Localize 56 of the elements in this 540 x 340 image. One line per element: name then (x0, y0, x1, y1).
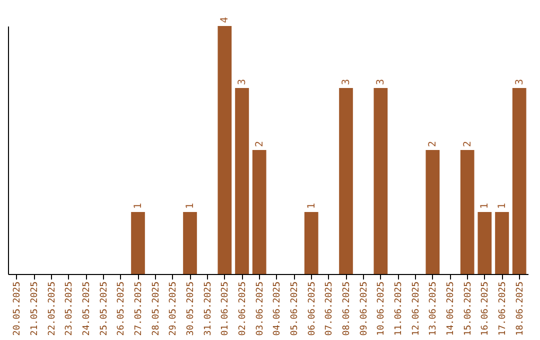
data-label: 1 (480, 202, 491, 209)
x-tick-label: 10.06.2025 (376, 282, 387, 336)
x-tick-label: 13.06.2025 (428, 282, 439, 336)
bar (460, 150, 474, 274)
x-tick-label: 25.05.2025 (99, 282, 110, 336)
x-tick-label: 22.05.2025 (47, 282, 58, 336)
x-tick-label: 03.06.2025 (255, 282, 266, 336)
x-tick-label: 16.06.2025 (480, 282, 491, 336)
data-label: 3 (376, 78, 387, 85)
bar (218, 26, 232, 274)
bar (478, 212, 492, 274)
data-label: 2 (462, 140, 474, 147)
x-tick-label: 27.05.2025 (134, 282, 144, 336)
x-tick-label: 17.06.2025 (498, 282, 508, 336)
x-tick-label: 05.06.2025 (290, 282, 300, 336)
x-tick-label: 28.05.2025 (151, 282, 162, 336)
x-tick-label: 24.05.2025 (82, 282, 92, 336)
x-tick-label: 30.05.2025 (186, 282, 196, 336)
x-tick-label: 20.05.2025 (12, 282, 23, 336)
x-tick-label: 07.06.2025 (324, 282, 335, 336)
x-tick-label: 11.06.2025 (394, 282, 404, 336)
x-tick-label: 04.06.2025 (272, 282, 283, 336)
bar (374, 88, 388, 274)
x-tick-label: 29.05.2025 (168, 282, 179, 336)
x-tick-label: 18.06.2025 (515, 282, 526, 336)
x-tick-label: 01.06.2025 (220, 282, 231, 336)
bar (183, 212, 197, 274)
data-label: 3 (341, 78, 352, 85)
data-label: 4 (220, 16, 231, 23)
data-label: 1 (133, 202, 144, 209)
x-tick-label: 02.06.2025 (238, 282, 248, 336)
bar (235, 88, 249, 274)
bar (339, 88, 353, 274)
x-tick-label: 15.06.2025 (463, 282, 474, 336)
data-label: 1 (306, 202, 318, 209)
bar (512, 88, 526, 274)
data-label: 3 (514, 78, 526, 85)
bar (252, 150, 266, 274)
x-tick-label: 14.06.2025 (446, 282, 456, 336)
data-label: 1 (185, 202, 196, 209)
x-tick-label: 31.05.2025 (203, 282, 214, 336)
x-tick-label: 21.05.2025 (30, 282, 40, 336)
data-label: 3 (237, 78, 248, 85)
data-label: 1 (497, 202, 508, 209)
bar (426, 150, 440, 274)
x-tick-label: 12.06.2025 (411, 282, 422, 336)
x-tick-label: 09.06.2025 (359, 282, 370, 336)
x-tick-label: 08.06.2025 (342, 282, 352, 336)
data-label: 2 (254, 140, 266, 147)
x-tick-label: 26.05.2025 (116, 282, 127, 336)
x-tick-label: 23.05.2025 (64, 282, 75, 336)
x-tick-label: 06.06.2025 (307, 282, 318, 336)
bar (304, 212, 318, 274)
data-label: 2 (428, 140, 439, 147)
bar (131, 212, 145, 274)
bar (495, 212, 509, 274)
